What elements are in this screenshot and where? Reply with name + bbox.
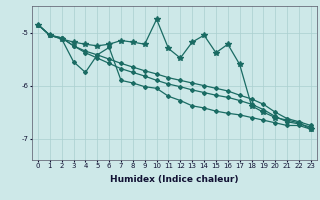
X-axis label: Humidex (Indice chaleur): Humidex (Indice chaleur) <box>110 175 239 184</box>
